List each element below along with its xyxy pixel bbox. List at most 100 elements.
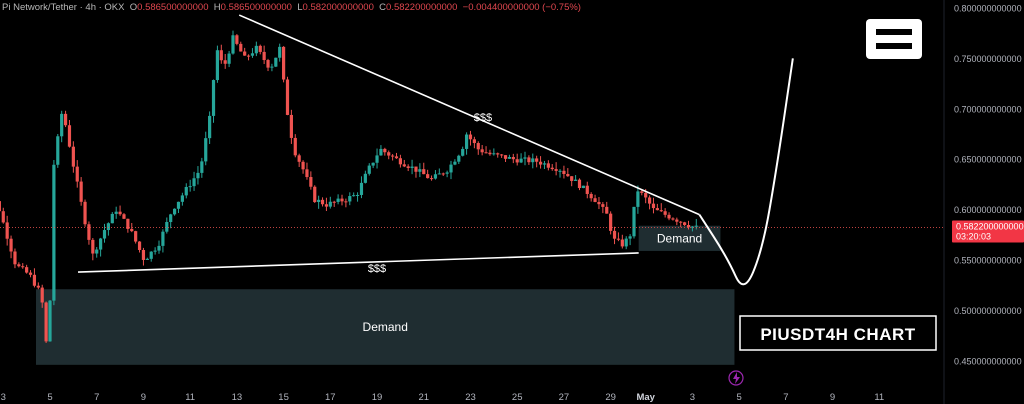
time-tick-label: 25 — [512, 392, 523, 403]
candle-body — [484, 152, 488, 154]
time-tick-label: May — [636, 392, 655, 403]
candle-body — [480, 149, 484, 153]
candle-body — [651, 203, 656, 209]
candle-body — [48, 300, 52, 342]
candle-body — [106, 223, 110, 231]
candle-body — [562, 170, 566, 175]
candle-body — [644, 192, 648, 198]
candle-body — [519, 158, 523, 163]
candle-body — [418, 169, 422, 172]
candle-body — [95, 249, 99, 254]
candle-body — [270, 66, 274, 68]
candle-body — [453, 161, 457, 165]
candle-body — [110, 213, 114, 224]
time-tick-label: 11 — [185, 392, 195, 403]
candle-body — [141, 249, 146, 260]
low-label: L — [297, 2, 303, 13]
candle-body — [134, 231, 138, 242]
price-tick-label: 0.750000000000 — [954, 54, 1022, 64]
candle-body — [344, 201, 348, 203]
close-value: 0.582200000000 — [386, 2, 458, 13]
candle-body — [75, 166, 79, 182]
candle-body — [667, 214, 671, 219]
candle-body — [130, 228, 134, 232]
candle-body — [558, 170, 562, 172]
candle-body — [679, 221, 683, 223]
candle-body — [122, 214, 126, 219]
candle-body — [538, 161, 543, 165]
price-tick-label: 0.500000000000 — [954, 306, 1022, 316]
candle-body — [5, 222, 9, 239]
candle-body — [340, 198, 344, 202]
time-tick-label: 3 — [1, 392, 6, 403]
demand-zone-label: Demand — [363, 320, 408, 334]
time-tick-label: 27 — [559, 392, 570, 403]
candle-body — [56, 136, 60, 165]
candle-body — [9, 238, 13, 252]
candle-body — [414, 166, 418, 172]
candle-body — [114, 211, 118, 214]
candle-body — [71, 146, 75, 167]
open-value: 0.586500000000 — [137, 2, 209, 13]
candle-body — [597, 201, 601, 205]
candle-body — [500, 154, 504, 156]
candle-body — [258, 45, 262, 52]
candle-body — [99, 238, 103, 250]
candle-body — [348, 196, 352, 202]
candle-body — [169, 214, 173, 223]
price-tag-value: 0.582200000000 — [956, 222, 1024, 232]
candle-body — [379, 148, 383, 156]
candle-body — [542, 163, 547, 165]
candles-layer — [0, 30, 698, 343]
candle-body — [25, 267, 29, 273]
candle-body — [254, 45, 258, 54]
candle-body — [398, 158, 402, 165]
candle-body — [102, 230, 107, 239]
logo-block — [866, 19, 922, 59]
candle-body — [184, 186, 188, 196]
price-tick-label: 0.550000000000 — [954, 256, 1022, 266]
candle-body — [243, 51, 247, 56]
candle-body — [363, 173, 367, 183]
demand-zones-layer: Demand Demand — [35, 225, 735, 365]
candle-body — [60, 113, 64, 137]
candle-body — [219, 50, 223, 61]
candle-body — [636, 191, 640, 207]
high-label: H — [213, 2, 221, 13]
time-tick-label: 17 — [325, 392, 336, 403]
candle-body — [554, 169, 558, 171]
title-badge-text: PIUSDT4H CHART — [760, 325, 915, 344]
candle-body — [278, 46, 282, 58]
candle-body — [383, 148, 387, 153]
price-tick-label: 0.450000000000 — [954, 356, 1022, 366]
candle-body — [289, 114, 293, 138]
candle-body — [550, 167, 554, 170]
candle-body — [36, 285, 40, 288]
change-value: −0.004400000000 (−0.75%) — [462, 2, 581, 13]
candle-body — [612, 230, 617, 239]
time-tick-label: 23 — [465, 392, 476, 403]
candle-body — [83, 201, 87, 225]
candle-body — [690, 226, 694, 228]
time-tick-label: 9 — [830, 392, 835, 403]
candle-body — [574, 179, 578, 181]
candle-body — [223, 60, 227, 64]
time-tick-label: 7 — [783, 392, 788, 403]
candle-body — [437, 173, 441, 175]
candle-body — [461, 148, 465, 156]
candle-body — [13, 251, 17, 265]
candle-body — [527, 157, 531, 163]
time-tick-label: 5 — [47, 392, 52, 403]
price-tick-label: 0.600000000000 — [954, 205, 1022, 215]
candle-body — [208, 115, 212, 139]
candle-body — [496, 153, 500, 155]
candle-body — [422, 169, 426, 175]
candle-body — [305, 169, 309, 178]
candle-body — [285, 79, 290, 115]
candle-body — [118, 211, 122, 215]
symbol-header: Pi Network/Tether · 4h · OKX O0.58650000… — [2, 2, 581, 13]
lightning-bolt-icon — [733, 372, 740, 384]
price-tick-label: 0.650000000000 — [954, 155, 1022, 165]
candle-body — [137, 241, 142, 250]
